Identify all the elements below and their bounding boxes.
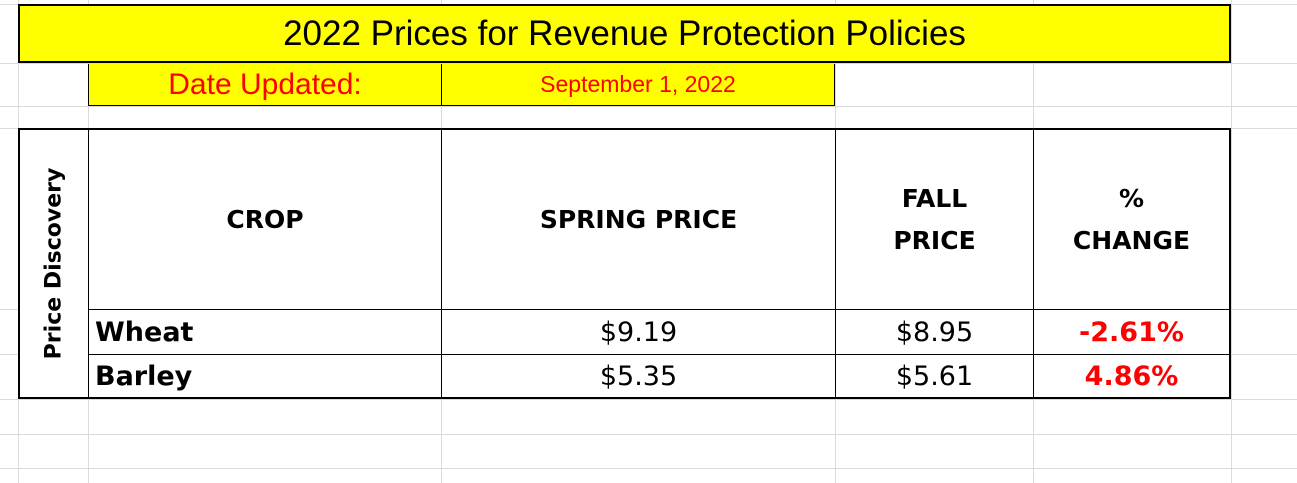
crop-name: Barley (95, 360, 193, 392)
header-crop: CROP (226, 204, 304, 234)
fall-price-value: $8.95 (895, 316, 974, 348)
header-fall-price-cell[interactable]: FALL PRICE (836, 130, 1033, 309)
header-change-cell[interactable]: % CHANGE (1034, 130, 1229, 309)
percent-change-value: 4.86% (1084, 360, 1179, 392)
table-row-wheat-change[interactable]: -2.61% (1034, 310, 1229, 354)
date-value-cell[interactable]: September 1, 2022 (441, 64, 835, 106)
header-change-line1: % (1118, 183, 1145, 213)
date-updated-value: September 1, 2022 (540, 71, 736, 97)
column-divider (1033, 130, 1034, 397)
fall-price-value: $5.61 (895, 360, 974, 392)
date-label-cell[interactable]: Date Updated: (88, 64, 441, 106)
price-discovery-cell[interactable]: Price Discovery (20, 130, 88, 397)
row-divider (88, 309, 1229, 310)
table-row-wheat-fall[interactable]: $8.95 (836, 310, 1033, 354)
table-row-barley-crop[interactable]: Barley (89, 355, 441, 397)
table-row-barley-spring[interactable]: $5.35 (442, 355, 835, 397)
table-row-wheat-spring[interactable]: $9.19 (442, 310, 835, 354)
price-discovery-label: Price Discovery (41, 167, 67, 360)
sheet-title: 2022 Prices for Revenue Protection Polic… (283, 13, 966, 53)
column-divider (441, 130, 442, 397)
header-spring-price: SPRING PRICE (539, 204, 738, 234)
header-change-line2: CHANGE (1072, 225, 1191, 255)
table-row-barley-fall[interactable]: $5.61 (836, 355, 1033, 397)
spring-price-value: $9.19 (599, 316, 678, 348)
table-row-barley-change[interactable]: 4.86% (1034, 355, 1229, 397)
spring-price-value: $5.35 (599, 360, 678, 392)
percent-change-value: -2.61% (1079, 316, 1184, 348)
title-cell[interactable]: 2022 Prices for Revenue Protection Polic… (18, 4, 1231, 63)
header-spring-price-cell[interactable]: SPRING PRICE (442, 130, 835, 309)
header-fall-price-line2: PRICE (893, 225, 976, 255)
table-row-wheat-crop[interactable]: Wheat (89, 310, 441, 354)
column-divider (88, 130, 89, 397)
date-updated-label: Date Updated: (168, 67, 362, 101)
crop-name: Wheat (95, 316, 194, 348)
header-crop-cell[interactable]: CROP (89, 130, 441, 309)
header-fall-price-line1: FALL (901, 183, 968, 213)
price-table: Price Discovery CROP SPRING PRICE FALL P… (18, 128, 1231, 399)
row-divider (88, 354, 1229, 355)
column-divider (835, 130, 836, 397)
